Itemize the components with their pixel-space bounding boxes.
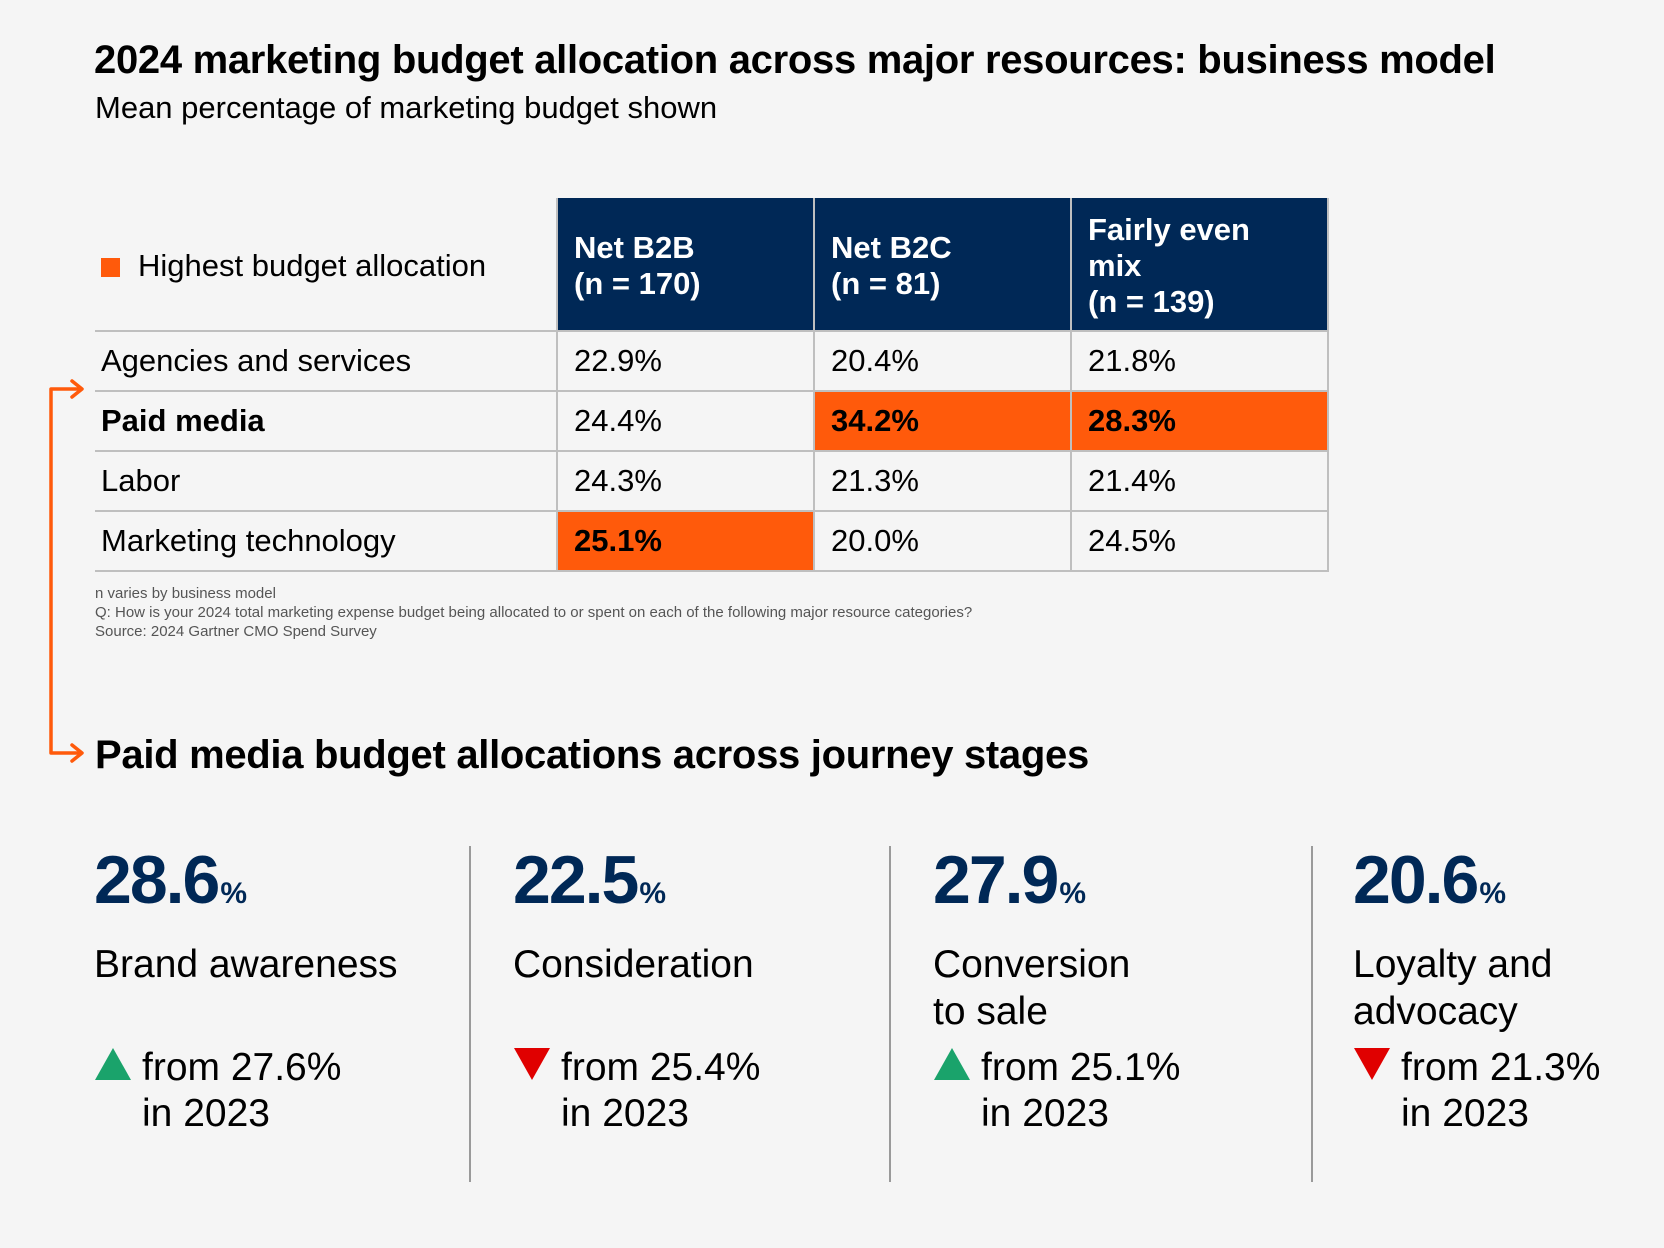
- stat-change-line1: from 25.1%: [981, 1046, 1181, 1089]
- stat-value: 28.6%: [94, 845, 494, 929]
- stat-value: 20.6%: [1353, 845, 1653, 929]
- stat-change: from 25.1% in 2023: [933, 1045, 1180, 1137]
- stat-number: 28.6: [94, 842, 220, 918]
- stat-label: Conversion to sale: [933, 941, 1333, 1035]
- table-cell-highlighted: 28.3%: [1070, 390, 1329, 452]
- allocation-table: Highest budget allocation Net B2B (n = 17…: [95, 198, 1329, 572]
- footnote-question: Q: How is your 2024 total marketing expe…: [95, 604, 973, 621]
- footnote-n: n varies by business model: [95, 585, 276, 602]
- page-title: 2024 marketing budget allocation across …: [94, 38, 1496, 82]
- table-cell-highlighted: 34.2%: [813, 390, 1072, 452]
- stat-label-line1: Brand awareness: [94, 943, 398, 986]
- table-cell: 24.5%: [1070, 510, 1329, 572]
- arrow-head-top: [70, 379, 84, 399]
- stat-number: 27.9: [933, 842, 1059, 918]
- stat-change-text: from 25.4% in 2023: [561, 1045, 760, 1137]
- stat-consideration: 22.5% Consideration from 25.4% in 2023: [513, 845, 913, 1135]
- legend-label: Highest budget allocation: [138, 248, 487, 283]
- column-header-line2: (n = 81): [831, 266, 941, 301]
- stat-change-line2: in 2023: [142, 1092, 270, 1135]
- row-label: Labor: [95, 450, 558, 512]
- section-title: Paid media budget allocations across jou…: [95, 733, 1089, 777]
- table-cell: 24.4%: [556, 390, 815, 452]
- table-header-row: Highest budget allocation Net B2B (n = 17…: [95, 198, 1329, 332]
- connector-arrow: [49, 379, 84, 763]
- column-header-line1: Net B2C: [831, 230, 952, 265]
- row-label: Marketing technology: [95, 510, 558, 572]
- stat-unit: %: [639, 877, 667, 910]
- up-triangle-icon: [95, 1048, 131, 1080]
- stat-divider: [469, 846, 471, 1182]
- stat-divider: [889, 846, 891, 1182]
- stat-label-line1: Consideration: [513, 943, 754, 986]
- column-header-line2: (n = 139): [1088, 284, 1215, 319]
- stat-change-line1: from 21.3%: [1401, 1046, 1601, 1089]
- stat-label-line1: Conversion: [933, 943, 1131, 986]
- column-header-line1: Fairly even mix: [1088, 212, 1250, 283]
- table-cell: 21.8%: [1070, 330, 1329, 392]
- footnotes: n varies by business model Q: How is you…: [95, 584, 972, 641]
- table-cell: 21.4%: [1070, 450, 1329, 512]
- table-row: Labor 24.3% 21.3% 21.4%: [95, 450, 1329, 512]
- down-triangle-icon: [1354, 1048, 1390, 1080]
- stat-label-line2: to sale: [933, 990, 1048, 1033]
- up-triangle-icon: [934, 1048, 970, 1080]
- stat-unit: %: [1059, 877, 1087, 910]
- stat-change: from 25.4% in 2023: [513, 1045, 760, 1137]
- row-label: Paid media: [95, 390, 558, 452]
- down-triangle-icon: [514, 1048, 550, 1080]
- stat-unit: %: [220, 877, 248, 910]
- stat-change-line2: in 2023: [1401, 1092, 1529, 1135]
- stat-value: 27.9%: [933, 845, 1333, 929]
- column-header-b2b: Net B2B (n = 170): [556, 198, 815, 332]
- stat-label-line2: advocacy: [1353, 990, 1518, 1033]
- stat-change: from 27.6% in 2023: [94, 1045, 341, 1137]
- stat-change-line2: in 2023: [981, 1092, 1109, 1135]
- column-header-mix: Fairly even mix (n = 139): [1070, 198, 1329, 332]
- footnote-source: Source: 2024 Gartner CMO Spend Survey: [95, 623, 377, 640]
- stat-change-line2: in 2023: [561, 1092, 689, 1135]
- table-cell: 21.3%: [813, 450, 1072, 512]
- stat-change-line1: from 25.4%: [561, 1046, 761, 1089]
- row-label: Agencies and services: [95, 330, 558, 392]
- stat-label-line1: Loyalty and: [1353, 943, 1553, 986]
- stat-loyalty: 20.6% Loyalty and advocacy from 21.3% in 2…: [1353, 845, 1653, 1135]
- stat-change: from 21.3% in 2023: [1353, 1045, 1600, 1137]
- stat-label: Consideration: [513, 941, 913, 988]
- table-cell: 20.0%: [813, 510, 1072, 572]
- stat-label: Loyalty and advocacy: [1353, 941, 1653, 1035]
- stat-label: Brand awareness: [94, 941, 494, 988]
- table-cell-highlighted: 25.1%: [556, 510, 815, 572]
- column-header-b2c: Net B2C (n = 81): [813, 198, 1072, 332]
- stat-number: 20.6: [1353, 842, 1479, 918]
- column-header-line2: (n = 170): [574, 266, 701, 301]
- table-row: Agencies and services 22.9% 20.4% 21.8%: [95, 330, 1329, 392]
- column-header-line1: Net B2B: [574, 230, 695, 265]
- stat-number: 22.5: [513, 842, 639, 918]
- stat-change-text: from 25.1% in 2023: [981, 1045, 1180, 1137]
- table-row: Paid media 24.4% 34.2% 28.3%: [95, 390, 1329, 452]
- table-cell: 24.3%: [556, 450, 815, 512]
- legend-swatch: [101, 258, 120, 278]
- stat-change-text: from 27.6% in 2023: [142, 1045, 341, 1137]
- stat-divider: [1311, 846, 1313, 1182]
- stat-change-text: from 21.3% in 2023: [1401, 1045, 1600, 1137]
- legend: Highest budget allocation: [95, 198, 557, 332]
- stat-conversion: 27.9% Conversion to sale from 25.1% in 202…: [933, 845, 1333, 1135]
- stat-brand-awareness: 28.6% Brand awareness from 27.6% in 2023: [94, 845, 494, 1135]
- arrow-head-bottom: [70, 743, 84, 763]
- stat-value: 22.5%: [513, 845, 913, 929]
- table-cell: 22.9%: [556, 330, 815, 392]
- table-cell: 20.4%: [813, 330, 1072, 392]
- connector-line: [49, 387, 82, 755]
- stat-unit: %: [1479, 877, 1507, 910]
- page-subtitle: Mean percentage of marketing budget show…: [95, 90, 718, 125]
- table-row: Marketing technology 25.1% 20.0% 24.5%: [95, 510, 1329, 572]
- stat-change-line1: from 27.6%: [142, 1046, 342, 1089]
